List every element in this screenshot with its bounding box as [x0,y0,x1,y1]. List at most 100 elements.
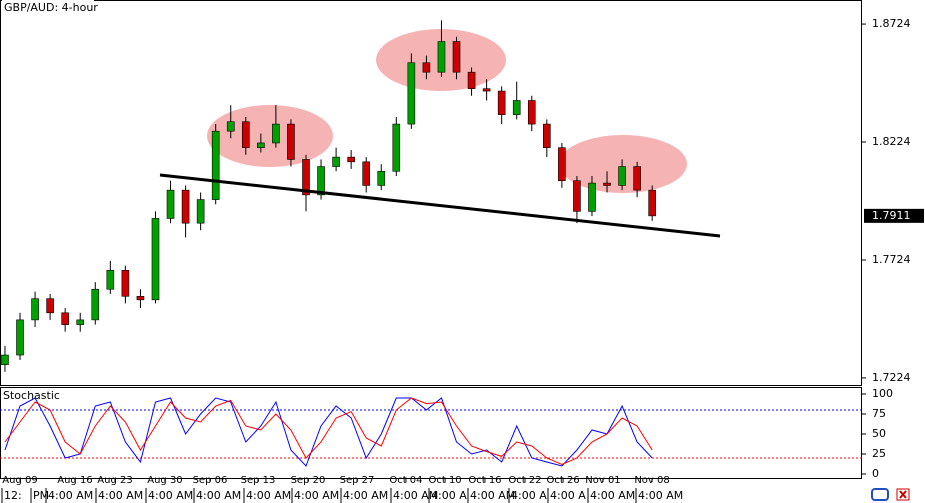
time-label: 4:00 AM [343,489,388,502]
candle-body [91,288,100,321]
candle-body [272,123,280,144]
candle-body [347,156,355,163]
x-tick-label: Oct 26 [546,475,579,486]
y-tick-label: 75 [872,407,886,420]
candle-body [106,270,115,290]
candle-body [407,62,416,125]
time-label: 4:00 AM [638,489,683,502]
candle-body [497,90,506,115]
y-tick-label: 100 [872,387,893,400]
candle-body [136,295,145,301]
candle-body [527,100,536,125]
x-tick-label: Aug 16 [57,475,92,486]
candle-body [31,298,39,321]
nav-icons[interactable] [871,488,910,501]
time-label: 4:00 A [511,489,547,502]
candle-body [196,199,205,224]
candle-body [76,319,85,325]
candle-body [241,121,250,148]
time-label: 4:00 AM [98,489,143,502]
candle-body [392,123,401,172]
candle-body [482,88,491,92]
time-label: PM [33,489,49,502]
candle-body [1,354,9,366]
title-bg [2,0,94,15]
time-label: 4:00 AM [48,489,93,502]
time-label: 4:00 AM [246,489,291,502]
time-strip [0,486,925,503]
y-tick-label: 1.8724 [872,17,911,30]
price-panel [0,0,862,386]
candle-body [287,123,295,160]
stochastic-line [4,397,653,465]
title-bg [2,389,58,403]
time-label: 4:00 A [550,489,586,502]
time-label: 4:00 AM [590,489,635,502]
candle-body [151,218,160,301]
candle-body [588,182,596,212]
close-glyph [899,490,907,499]
candle-body [16,319,24,356]
candle-body [512,100,521,115]
current-price-box [864,208,924,223]
time-label: 4:00 AM [393,489,438,502]
candle-body [648,189,656,217]
x-tick-label: Sep 20 [291,475,326,486]
candle-body [422,62,431,73]
x-tick-label: Sep 27 [340,475,375,486]
x-tick-label: Nov 01 [585,475,620,486]
candle-body [211,130,220,200]
x-tick-label: Nov 08 [634,475,669,486]
candle-body [302,159,310,196]
x-tick-label: Aug 09 [2,475,37,486]
indicator-title: Stochastic [3,389,60,402]
candle-body [362,161,371,186]
chart-title: GBP/AUD: 4-hour [4,1,98,14]
x-tick-label: Oct 04 [389,475,422,486]
candle-body [121,270,130,297]
sync-icon[interactable] [871,488,889,501]
candle-body [603,182,611,186]
x-tick-label: Oct 16 [468,475,501,486]
y-tick-label: 0 [872,467,879,480]
y-tick-label: 25 [872,447,886,460]
shoulder-highlight [207,105,333,167]
x-tick-label: Aug 30 [147,475,182,486]
candle-body [166,189,175,219]
candle-body [543,123,551,148]
neckline [159,173,721,238]
candle-body [558,147,566,182]
candle-body [332,156,340,167]
x-tick-label: Oct 10 [428,475,461,486]
candle-body [317,166,325,196]
x-tick-label: Aug 23 [97,475,132,486]
shoulder-highlight [559,135,687,193]
x-tick-label: Oct 22 [508,475,541,486]
time-label: 4:00 AM [196,489,241,502]
candle-body [618,166,626,186]
candle-body [633,166,641,191]
time-label: 4:00 AM [470,489,515,502]
candle-body [257,142,265,148]
y-tick-label: 1.7724 [872,253,911,266]
time-label: 4:00 A [431,489,467,502]
candle-body [226,121,235,132]
candle-body [573,180,581,212]
current-price-label: 1.7911 [872,209,911,222]
time-label: 4:00 AM [294,489,339,502]
y-tick-label: 50 [872,427,886,440]
y-tick-label: 1.8224 [872,135,911,148]
candle-body [46,298,54,314]
time-label: 12: [4,489,22,502]
stochastic-panel [0,387,862,479]
time-label: 4:00 AM [148,489,193,502]
candle-body [377,170,386,186]
x-tick-label: Sep 13 [241,475,276,486]
candle-body [61,312,69,325]
candle-body [467,71,476,90]
x-tick-label: Sep 06 [193,475,228,486]
y-tick-label: 1.7224 [872,371,911,384]
candle-body [437,41,446,73]
candle-body [452,41,461,73]
